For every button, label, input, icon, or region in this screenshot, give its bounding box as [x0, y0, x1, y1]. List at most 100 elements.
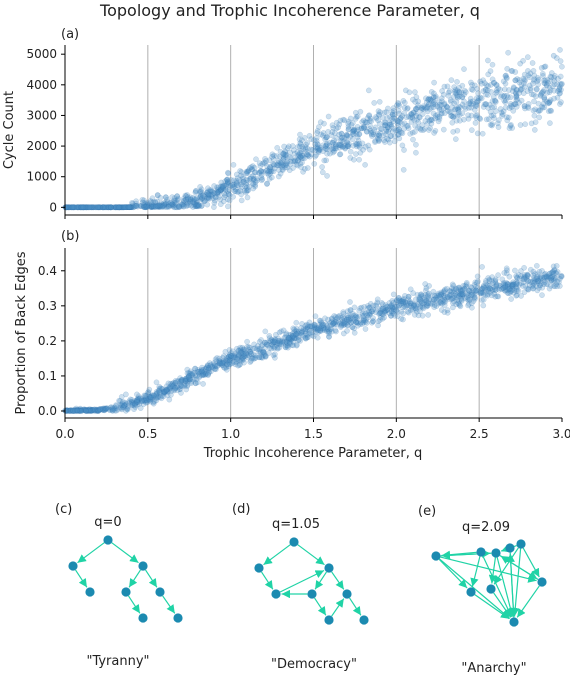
- scatter-point: [214, 187, 221, 194]
- scatter-point: [494, 89, 500, 96]
- scatter-point: [255, 169, 262, 176]
- scatter-point: [413, 105, 419, 112]
- scatter-point: [192, 203, 199, 210]
- scatter-point: [394, 120, 401, 127]
- scatter-point: [351, 329, 358, 336]
- scatter-point: [333, 143, 339, 150]
- scatter-point: [481, 101, 488, 108]
- scatter-point: [483, 116, 490, 123]
- scatter-point: [282, 149, 289, 156]
- scatter-point: [375, 138, 382, 145]
- scatter-point: [174, 193, 181, 200]
- scatter-point: [391, 312, 398, 319]
- scatter-point: [448, 98, 454, 105]
- scatter-point: [357, 144, 363, 151]
- scatter-point: [156, 385, 163, 392]
- scatter-point: [324, 150, 330, 157]
- directed-edge: [74, 569, 88, 588]
- scatter-point: [181, 198, 187, 204]
- scatter-point: [189, 198, 196, 204]
- scatter-point: [459, 94, 466, 100]
- scatter-point: [80, 204, 86, 211]
- scatter-point: [294, 162, 301, 169]
- scatter-point: [505, 49, 511, 56]
- scatter-point: [319, 169, 326, 176]
- scatter-point: [270, 161, 276, 168]
- scatter-point: [324, 173, 330, 179]
- scatter-point: [304, 145, 311, 152]
- scatter-point: [376, 136, 382, 142]
- scatter-point: [547, 87, 554, 94]
- scatter-point: [454, 92, 460, 98]
- scatter-point: [282, 152, 289, 158]
- scatter-point: [468, 79, 474, 86]
- scatter-point: [271, 344, 278, 350]
- scatter-point: [354, 140, 360, 147]
- network-node: [505, 543, 515, 553]
- scatter-point: [266, 345, 273, 351]
- scatter-point: [68, 204, 75, 211]
- scatter-point: [250, 175, 257, 182]
- scatter-point: [208, 191, 215, 198]
- scatter-point: [544, 89, 551, 96]
- scatter-point: [225, 170, 232, 177]
- y-tick-label: 5000: [26, 47, 57, 61]
- scatter-point: [229, 360, 236, 367]
- scatter-point: [454, 78, 460, 85]
- scatter-point: [230, 182, 236, 188]
- scatter-point: [290, 332, 296, 339]
- scatter-point: [208, 193, 215, 199]
- scatter-point: [298, 150, 305, 157]
- scatter-point: [534, 74, 541, 81]
- scatter-point: [396, 128, 403, 135]
- scatter-point: [252, 182, 259, 188]
- scatter-point: [468, 127, 475, 133]
- scatter-point: [214, 190, 221, 196]
- scatter-point: [438, 102, 445, 108]
- scatter-point: [232, 188, 239, 195]
- scatter-point: [453, 117, 460, 124]
- scatter-point: [519, 85, 525, 92]
- scatter-point: [493, 82, 500, 88]
- directed-edge: [127, 595, 141, 614]
- scatter-point: [548, 108, 555, 114]
- scatter-point: [83, 204, 90, 211]
- edge-group: [74, 542, 176, 614]
- scatter-point: [238, 169, 245, 175]
- scatter-point: [333, 145, 340, 152]
- scatter-point: [386, 310, 393, 317]
- scatter-point: [396, 126, 402, 132]
- scatter-point: [424, 120, 431, 127]
- scatter-point: [521, 276, 528, 282]
- scatter-point: [477, 78, 484, 85]
- scatter-point: [444, 107, 451, 114]
- scatter-point: [436, 106, 443, 113]
- scatter-point: [513, 97, 520, 104]
- scatter-point: [524, 271, 531, 278]
- scatter-point: [402, 87, 409, 94]
- scatter-point: [272, 351, 278, 358]
- scatter-point: [341, 138, 347, 145]
- scatter-point: [124, 204, 130, 211]
- scatter-point: [121, 204, 127, 211]
- scatter-point: [284, 158, 290, 165]
- scatter-point: [118, 204, 124, 211]
- scatter-point: [531, 112, 538, 119]
- scatter-point: [297, 141, 304, 148]
- scatter-point: [353, 151, 359, 157]
- scatter-point: [490, 112, 497, 119]
- scatter-point: [140, 202, 147, 209]
- scatter-point: [504, 65, 511, 72]
- scatter-point: [392, 116, 398, 122]
- scatter-point: [531, 127, 538, 133]
- scatter-point: [218, 179, 225, 186]
- scatter-point: [351, 127, 357, 134]
- scatter-point: [366, 112, 372, 119]
- scatter-point: [489, 61, 496, 68]
- scatter-point: [449, 104, 456, 111]
- scatter-point: [70, 204, 76, 211]
- scatter-point: [129, 199, 135, 206]
- scatter-point: [296, 136, 303, 143]
- scatter-point: [456, 302, 463, 309]
- scatter-point: [456, 89, 462, 96]
